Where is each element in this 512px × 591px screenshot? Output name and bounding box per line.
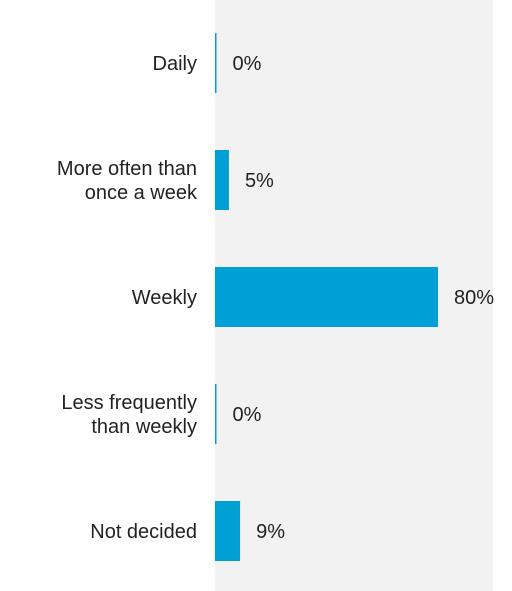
- bar-1: [215, 150, 229, 210]
- category-label-2: Weekly: [132, 287, 197, 309]
- category-label-line: Weekly: [132, 287, 197, 309]
- category-label-line: than weekly: [91, 416, 197, 438]
- category-label-3: Less frequently than weekly: [61, 392, 197, 438]
- category-labels: Daily More often than once a week Weekly Les…: [57, 53, 198, 543]
- category-label-line: Less frequently: [61, 392, 197, 414]
- category-label-1: More often than once a week: [57, 158, 198, 204]
- bar-2: [215, 267, 438, 327]
- category-label-4: Not decided: [90, 521, 197, 543]
- value-label-4: 9%: [256, 521, 285, 543]
- bar-3: [215, 384, 217, 444]
- category-label-line: More often than: [57, 158, 197, 180]
- value-label-2: 80%: [454, 287, 494, 309]
- bar-4: [215, 501, 241, 561]
- bar-0: [215, 33, 217, 93]
- category-label-line: Daily: [153, 53, 197, 75]
- category-label-line: once a week: [85, 182, 198, 204]
- value-label-3: 0%: [233, 404, 262, 426]
- category-label-line: Not decided: [90, 521, 197, 543]
- value-label-0: 0%: [233, 53, 262, 75]
- bars: [215, 33, 438, 561]
- value-label-1: 5%: [245, 170, 274, 192]
- category-label-0: Daily: [153, 53, 197, 75]
- value-labels: 0% 5% 80% 0% 9%: [233, 53, 495, 543]
